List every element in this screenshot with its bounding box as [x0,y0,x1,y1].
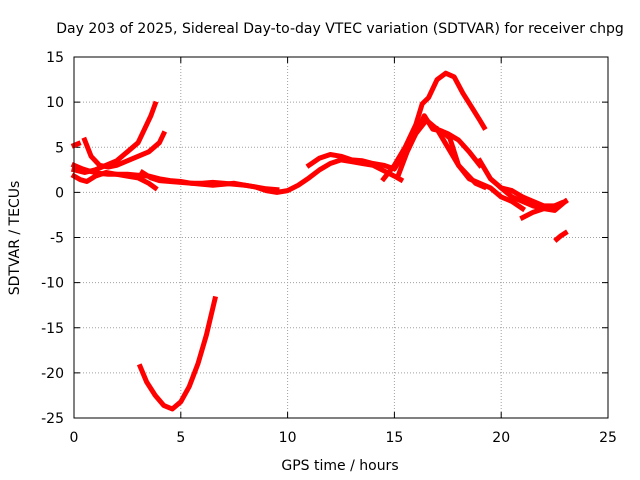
y-tick-label: -5 [50,231,64,247]
x-tick-label: 0 [70,430,79,446]
series-line-arc-15 [136,295,219,412]
y-tick-label: -20 [41,366,64,382]
x-axis-label: GPS time / hours [281,458,398,474]
y-tick-label: 15 [46,50,64,66]
series-line-arc-13 [553,229,569,243]
x-tick-label: 5 [176,430,185,446]
series-line-arc-7 [380,70,488,183]
x-tick-label: 10 [279,430,297,446]
series-line-arc-3 [81,130,168,170]
series-line-arc-5 [138,169,280,193]
y-tick-label: 5 [55,140,64,156]
series-line-arc-9 [433,125,527,213]
series-line-arc-12 [519,197,569,221]
x-tick-label: 25 [599,430,617,446]
grid [74,57,608,418]
y-tick-label: 10 [46,95,64,111]
axis-ticks: 0 5 10 15 20 25 -25 -20 -15 -10 -5 0 5 10 15 [41,50,617,446]
y-tick-label: -25 [41,411,64,427]
y-axis-label: SDTVAR / TECUs [7,181,23,296]
y-tick-label: -10 [41,276,64,292]
x-tick-label: 20 [492,430,510,446]
chart-title: Day 203 of 2025, Sidereal Day-to-day VTE… [56,21,624,37]
data-series [70,70,569,412]
y-tick-label: 0 [55,185,64,201]
y-tick-label: -15 [41,321,64,337]
x-tick-label: 15 [385,430,403,446]
series-line-arc-14 [70,140,82,149]
series-line-arc-11 [497,184,565,212]
plot-frame [73,56,609,419]
